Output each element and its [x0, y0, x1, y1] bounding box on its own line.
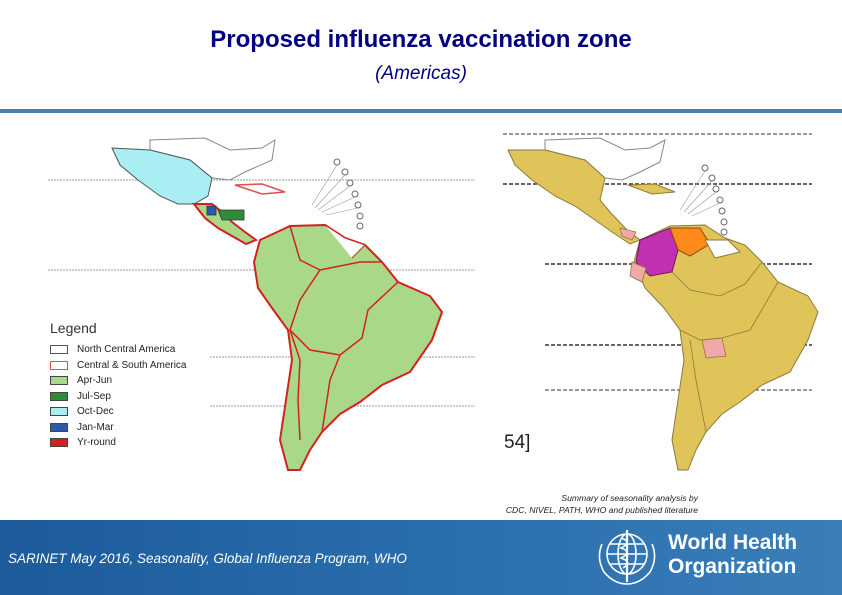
legend-label: Jul-Sep — [77, 390, 111, 402]
source-note: Summary of seasonality analysis by CDC, … — [506, 492, 698, 516]
country-border — [289, 269, 399, 356]
country-border — [689, 339, 707, 433]
footer-bar: SARINET May 2016, Seasonality, Global In… — [0, 520, 842, 595]
mexico-central-region — [507, 149, 641, 245]
caribbean-island — [627, 183, 676, 195]
pink-region — [629, 261, 647, 283]
south-america-region — [633, 224, 819, 471]
source-line-2: CDC, NIVEL, PATH, WHO and published lite… — [505, 505, 698, 515]
legend-swatch — [50, 360, 68, 370]
legend-item: Central & South America — [50, 358, 210, 374]
legend-label: Oct-Dec — [77, 406, 114, 418]
who-name-line-1: World Health — [668, 531, 798, 554]
orange-region — [669, 227, 711, 257]
country-border — [289, 329, 301, 441]
country-border — [679, 281, 779, 341]
pink-region — [701, 337, 727, 359]
guyanas-region — [704, 239, 741, 259]
guyanas-region — [324, 224, 366, 259]
right-map — [503, 133, 819, 471]
south-america-region — [252, 223, 444, 471]
legend-item: Oct-Dec — [50, 404, 210, 420]
legend: Legend North Central America Central & So… — [50, 320, 210, 451]
slide-title: Proposed influenza vaccination zone — [210, 26, 632, 53]
legend-item: Jul-Sep — [50, 389, 210, 405]
legend-items: North Central America Central & South Ame… — [50, 342, 210, 451]
legend-swatch — [50, 391, 68, 401]
legend-title: Legend — [50, 320, 97, 336]
legend-label: Jan-Mar — [77, 421, 114, 433]
legend-item: Apr-Jun — [50, 373, 210, 389]
legend-label: Central & South America — [77, 359, 187, 371]
legend-swatch — [50, 376, 68, 386]
header-divider — [0, 109, 842, 113]
right-map-label: 54] — [504, 432, 531, 453]
legend-swatch — [50, 407, 68, 417]
who-name: World Health Organization — [668, 531, 797, 579]
left-map — [48, 137, 475, 471]
legend-label: Apr-Jun — [77, 375, 113, 387]
source-line-1: Summary of seasonality analysis by — [561, 493, 698, 503]
slide-subtitle: (Americas) — [375, 63, 467, 84]
footer-text: SARINET May 2016, Seasonality, Global In… — [8, 551, 407, 566]
legend-swatch — [50, 345, 68, 355]
jul-sep-region — [217, 209, 245, 221]
caribbean-island — [234, 183, 286, 195]
caribbean-callouts — [679, 164, 728, 236]
legend-swatch — [50, 438, 68, 448]
legend-item: Jan-Mar — [50, 420, 210, 436]
who-name-line-2: Organization — [668, 555, 797, 578]
who-emblem-icon — [598, 530, 656, 585]
jan-mar-region — [206, 205, 217, 216]
legend-item: North Central America — [50, 342, 210, 358]
legend-label: Yr-round — [77, 437, 116, 449]
pink-region — [619, 227, 637, 241]
maps-canvas — [48, 133, 819, 471]
country-border — [671, 261, 763, 297]
legend-label: North Central America — [77, 344, 176, 356]
caribbean-callouts — [311, 158, 364, 230]
legend-item: Yr-round — [50, 435, 210, 451]
country-border — [321, 354, 341, 433]
legend-swatch — [50, 422, 68, 432]
